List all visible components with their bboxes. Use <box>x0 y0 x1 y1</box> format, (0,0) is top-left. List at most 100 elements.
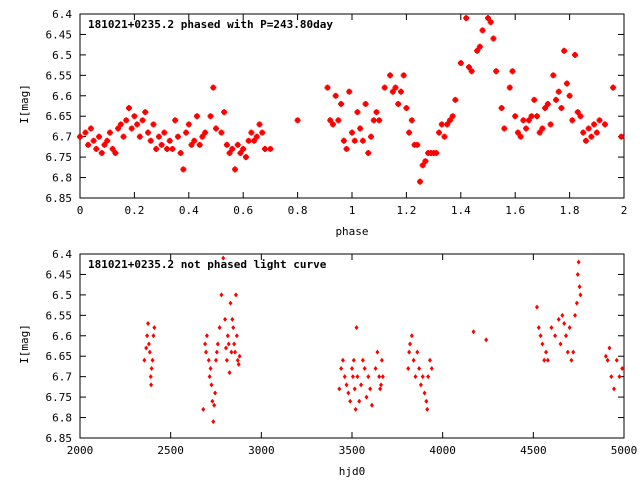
unphased-data-point <box>378 386 383 392</box>
unphased-data-point <box>350 365 354 371</box>
phased-data-point <box>139 117 146 124</box>
unphased-x-tick-label: 4500 <box>520 444 547 457</box>
unphased-x-tick-label: 3000 <box>248 444 275 457</box>
phased-data-point <box>349 129 355 136</box>
phased-data-point <box>183 129 190 136</box>
unphased-x-tick-label: 2000 <box>67 444 94 457</box>
unphased-data-point <box>549 325 554 331</box>
phased-data-point <box>346 88 353 95</box>
phased-data-point <box>145 129 151 136</box>
unphased-data-point <box>429 365 434 371</box>
unphased-data-point <box>567 325 572 331</box>
unphased-data-point <box>406 365 411 371</box>
phased-y-tick-label: 6.7 <box>52 131 72 144</box>
unphased-data-point <box>534 304 539 310</box>
unphased-data-point <box>359 382 364 388</box>
phased-data-point <box>240 145 247 152</box>
unphased-data-point <box>422 390 427 396</box>
unphased-data-point <box>214 349 219 355</box>
unphased-data-point <box>562 321 567 327</box>
phased-data-point <box>125 105 132 112</box>
phased-data-point <box>335 117 342 124</box>
phased-data-point <box>433 150 440 157</box>
phased-data-point <box>457 60 464 67</box>
phased-data-point <box>370 117 377 124</box>
phased-data-point <box>553 96 559 103</box>
unphased-data-point <box>231 325 236 331</box>
phased-x-tick-label: 1.4 <box>451 204 471 217</box>
phased-data-point <box>618 133 625 140</box>
unphased-data-point <box>573 312 578 318</box>
unphased-data-point <box>353 406 358 412</box>
phased-data-point <box>359 137 366 144</box>
unphased-data-point <box>146 321 150 327</box>
unphased-x-tick-label: 2500 <box>157 444 184 457</box>
unphased-data-point <box>211 419 216 425</box>
unphased-data-point <box>612 386 617 392</box>
phased-data-point <box>400 72 407 79</box>
unphased-data-point <box>609 374 614 380</box>
unphased-data-point <box>556 316 561 322</box>
phased-data-point <box>531 96 538 103</box>
unphased-y-tick-label: 6.85 <box>46 432 73 445</box>
phased-data-point <box>452 96 459 103</box>
unphased-data-point <box>603 353 608 359</box>
unphased-y-tick-label: 6.65 <box>46 350 73 363</box>
unphased-data-point <box>217 325 222 331</box>
unphased-y-tick-label: 6.4 <box>52 248 72 261</box>
phased-data-point <box>93 145 100 152</box>
unphased-data-point <box>369 402 374 408</box>
phased-data-point <box>362 100 369 107</box>
phased-data-point <box>234 141 241 148</box>
phased-data-point <box>150 121 157 128</box>
phased-data-point <box>528 113 535 120</box>
phased-data-point <box>134 121 141 128</box>
phased-x-tick-label: 2 <box>621 204 628 217</box>
unphased-data-point <box>569 357 574 363</box>
unphased-data-point <box>577 284 582 290</box>
unphased-data-point <box>553 333 558 339</box>
phased-x-tick-label: 0.2 <box>124 204 144 217</box>
unphased-data-point <box>346 390 351 396</box>
unphased-data-point <box>227 370 232 376</box>
unphased-data-point <box>225 333 230 339</box>
unphased-data-point <box>484 337 489 343</box>
unphased-data-point <box>364 394 369 400</box>
unphased-data-point <box>415 349 420 355</box>
unphased-data-point <box>373 365 378 371</box>
phased-data-point <box>112 150 119 157</box>
phased-data-point <box>242 154 249 161</box>
phased-data-point <box>147 137 154 144</box>
unphased-data-point <box>209 382 214 388</box>
unphased-data-point <box>229 349 234 355</box>
phased-data-point <box>185 121 192 128</box>
phased-data-point <box>487 19 494 26</box>
unphased-data-point <box>471 329 476 335</box>
unphased-data-point <box>147 349 152 355</box>
phased-data-point <box>596 117 603 124</box>
unphased-x-tick-label: 4000 <box>429 444 456 457</box>
phased-data-point <box>329 121 336 128</box>
unphased-y-tick-label: 6.45 <box>46 268 73 281</box>
unphased-data-point <box>151 333 156 339</box>
phased-y-tick-label: 6.85 <box>46 192 73 205</box>
phased-data-point <box>610 84 617 91</box>
phased-data-point <box>191 137 198 144</box>
phased-data-point <box>558 105 565 112</box>
unphased-data-point <box>204 349 209 355</box>
phased-data-point <box>523 125 530 132</box>
phased-data-point <box>555 88 562 95</box>
unphased-data-point <box>379 382 384 388</box>
unphased-data-point <box>427 357 432 363</box>
unphased-data-point <box>223 316 228 322</box>
phased-data-point <box>120 133 127 140</box>
phased-data-point <box>520 117 527 124</box>
unphased-data-point <box>204 333 209 339</box>
phased-data-point <box>509 68 516 75</box>
unphased-data-point <box>201 406 206 412</box>
unphased-data-point <box>538 333 543 339</box>
phased-data-point <box>417 178 423 185</box>
unphased-data-point <box>344 382 349 388</box>
